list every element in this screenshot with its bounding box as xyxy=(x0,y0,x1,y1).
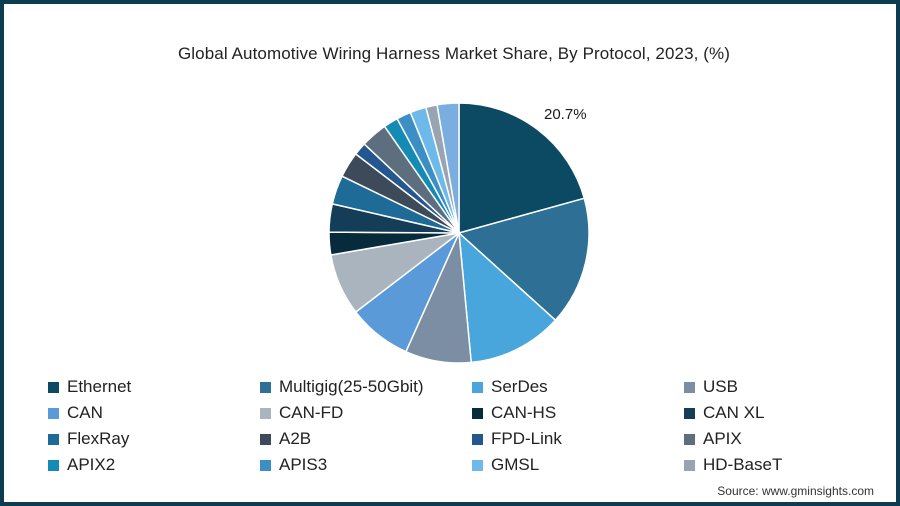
legend-label: APIX xyxy=(703,429,742,448)
legend-item: Ethernet xyxy=(48,374,260,400)
legend-swatch-icon xyxy=(48,459,59,471)
chart-legend: Ethernet Multigig(25-50Gbit) SerDes USB CAN C… xyxy=(48,374,888,478)
legend-item: APIX2 xyxy=(48,452,260,478)
legend-swatch-icon xyxy=(684,407,695,419)
legend-item: CAN XL xyxy=(684,400,884,426)
legend-swatch-icon xyxy=(684,433,695,445)
legend-label: APIX2 xyxy=(67,455,116,474)
legend-swatch-icon xyxy=(260,381,271,393)
legend-item: GMSL xyxy=(472,452,684,478)
legend-label: CAN xyxy=(67,403,103,422)
legend-swatch-icon xyxy=(260,433,271,445)
legend-label: A2B xyxy=(279,429,312,448)
legend-swatch-icon xyxy=(472,459,483,471)
pie-slice-ethernet xyxy=(458,102,586,234)
legend-item: CAN-HS xyxy=(472,400,684,426)
legend-swatch-icon xyxy=(48,433,59,445)
legend-item: APIX xyxy=(684,426,884,452)
legend-item: HD-BaseT xyxy=(684,452,884,478)
legend-label: GMSL xyxy=(491,455,540,474)
legend-label: FlexRay xyxy=(67,429,130,448)
legend-label: CAN-HS xyxy=(491,403,557,422)
chart-title: Global Automotive Wiring Harness Market … xyxy=(177,44,731,63)
legend-label: CAN XL xyxy=(703,403,765,422)
legend-label: Multigig(25-50Gbit) xyxy=(279,377,424,396)
legend-label: CAN-FD xyxy=(279,403,344,422)
legend-swatch-icon xyxy=(684,381,695,393)
legend-item: APIS3 xyxy=(260,452,472,478)
legend-label: HD-BaseT xyxy=(703,455,783,474)
legend-swatch-icon xyxy=(472,381,483,393)
legend-label: APIS3 xyxy=(279,455,328,474)
pie-slice-serdes xyxy=(458,232,557,364)
pie-slices xyxy=(328,102,590,364)
legend-swatch-icon xyxy=(472,433,483,445)
legend-swatch-icon xyxy=(260,459,271,471)
legend-swatch-icon xyxy=(260,407,271,419)
legend-label: SerDes xyxy=(491,377,548,396)
legend-item: FPD-Link xyxy=(472,426,684,452)
legend-swatch-icon xyxy=(48,381,59,393)
ethernet-share-label: 20.7% xyxy=(544,106,587,123)
legend-item: Multigig(25-50Gbit) xyxy=(260,374,472,400)
legend-label: USB xyxy=(703,377,738,396)
legend-swatch-icon xyxy=(684,459,695,471)
source-note: Source: www.gminsights.com xyxy=(717,484,874,498)
legend-label: FPD-Link xyxy=(491,429,562,448)
pie-slice-other xyxy=(436,102,460,234)
legend-swatch-icon xyxy=(48,407,59,419)
legend-item: FlexRay xyxy=(48,426,260,452)
legend-item: A2B xyxy=(260,426,472,452)
legend-item: CAN-FD xyxy=(260,400,472,426)
pie-chart xyxy=(328,102,590,364)
legend-label: Ethernet xyxy=(67,377,132,396)
legend-swatch-icon xyxy=(472,407,483,419)
legend-item: SerDes xyxy=(472,374,684,400)
legend-item: CAN xyxy=(48,400,260,426)
pie-slice-multigig-25-50gbit xyxy=(458,197,590,321)
legend-item: USB xyxy=(684,374,884,400)
